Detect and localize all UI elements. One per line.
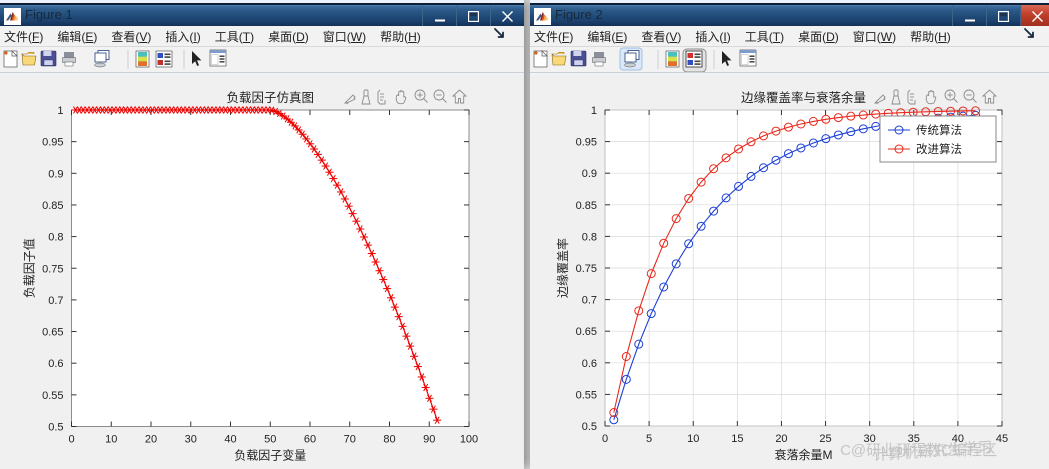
svg-text:0.75: 0.75 xyxy=(42,263,63,275)
svg-text:边缘覆盖率与衰落余量: 边缘覆盖率与衰落余量 xyxy=(741,90,866,105)
svg-text:90: 90 xyxy=(423,434,435,446)
svg-text:5: 5 xyxy=(646,433,652,445)
svg-text:0.5: 0.5 xyxy=(48,422,63,434)
svg-text:1: 1 xyxy=(591,105,597,117)
svg-text:100: 100 xyxy=(460,434,478,446)
svg-text:0.55: 0.55 xyxy=(42,390,63,402)
svg-text:10: 10 xyxy=(687,433,699,445)
svg-text:0.6: 0.6 xyxy=(48,358,63,370)
svg-text:衰落余量M: 衰落余量M xyxy=(775,447,833,462)
svg-text:15: 15 xyxy=(731,433,743,445)
svg-text:传统算法: 传统算法 xyxy=(916,123,962,137)
svg-text:70: 70 xyxy=(344,434,356,446)
svg-text:60: 60 xyxy=(304,434,316,446)
svg-text:0.95: 0.95 xyxy=(42,137,63,149)
svg-text:0.6: 0.6 xyxy=(582,358,597,370)
svg-text:0.7: 0.7 xyxy=(48,295,63,307)
svg-text:80: 80 xyxy=(383,434,395,446)
svg-text:30: 30 xyxy=(185,434,197,446)
svg-text:负载因子仿真图: 负载因子仿真图 xyxy=(226,91,314,105)
svg-text:0: 0 xyxy=(68,434,74,446)
svg-text:45: 45 xyxy=(996,433,1008,445)
svg-text:改进算法: 改进算法 xyxy=(916,142,962,156)
svg-text:20: 20 xyxy=(775,433,787,445)
svg-text:25: 25 xyxy=(819,433,831,445)
svg-text:负载因子变量: 负载因子变量 xyxy=(234,448,306,463)
svg-text:0.5: 0.5 xyxy=(582,421,597,433)
svg-text:0.8: 0.8 xyxy=(582,231,597,243)
svg-text:0.9: 0.9 xyxy=(48,168,63,180)
svg-text:0.8: 0.8 xyxy=(48,232,63,244)
svg-text:0.95: 0.95 xyxy=(576,137,597,149)
svg-text:边缘覆盖率: 边缘覆盖率 xyxy=(555,238,570,298)
svg-text:0.65: 0.65 xyxy=(576,326,597,338)
svg-text:0.65: 0.65 xyxy=(42,327,63,339)
svg-text:0.9: 0.9 xyxy=(582,168,597,180)
svg-text:50: 50 xyxy=(264,434,276,446)
svg-text:0.55: 0.55 xyxy=(576,389,597,401)
svg-text:1: 1 xyxy=(57,105,63,117)
svg-text:0.7: 0.7 xyxy=(582,295,597,307)
svg-text:0.75: 0.75 xyxy=(576,263,597,275)
svg-text:0: 0 xyxy=(602,433,608,445)
svg-text:0.85: 0.85 xyxy=(42,200,63,212)
svg-text:负载因子值: 负载因子值 xyxy=(22,238,37,298)
svg-text:40: 40 xyxy=(224,434,236,446)
svg-text:0.85: 0.85 xyxy=(576,200,597,212)
svg-text:20: 20 xyxy=(145,434,157,446)
svg-text:10: 10 xyxy=(105,434,117,446)
